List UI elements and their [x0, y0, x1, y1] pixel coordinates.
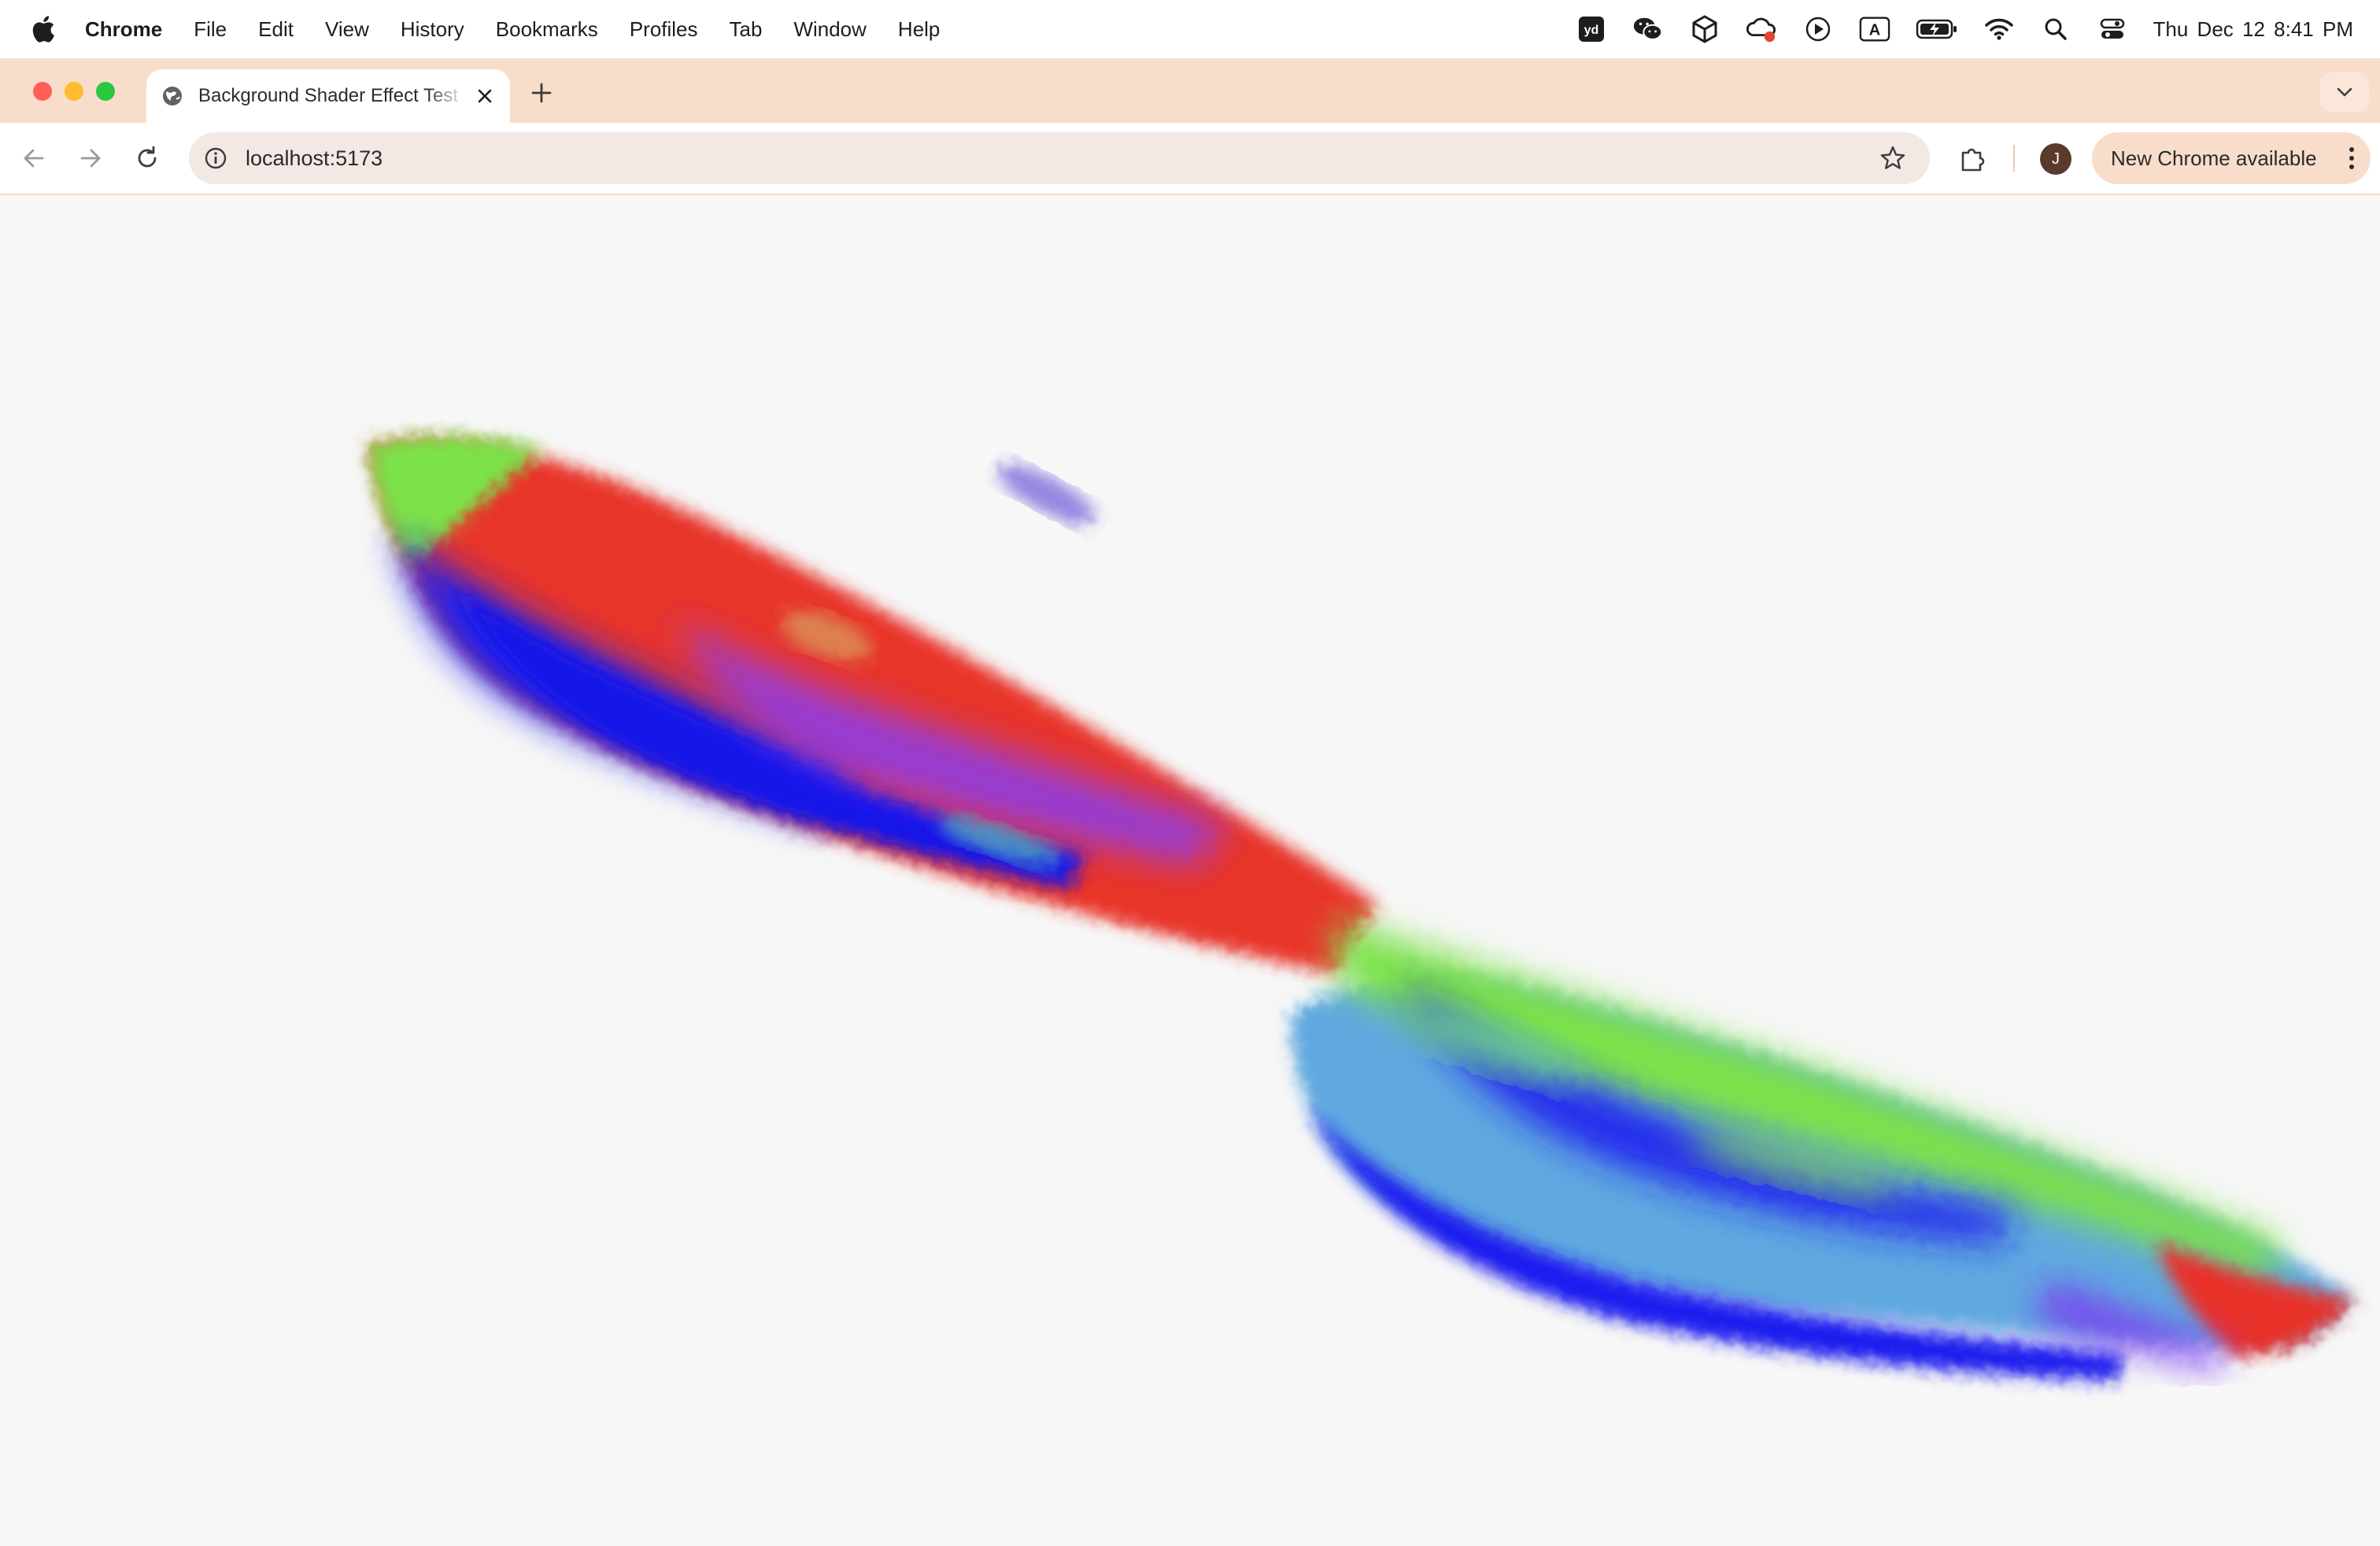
window-minimize-button[interactable] — [65, 82, 83, 101]
reload-icon[interactable] — [132, 143, 162, 173]
url-text[interactable]: localhost:5173 — [246, 146, 383, 170]
menu-help[interactable]: Help — [897, 17, 941, 41]
new-chrome-available-button[interactable]: New Chrome available — [2092, 132, 2371, 184]
apple-logo-icon[interactable] — [31, 15, 55, 43]
wechat-icon[interactable] — [1632, 13, 1664, 45]
menu-bookmarks[interactable]: Bookmarks — [495, 17, 598, 41]
window-zoom-button[interactable] — [96, 82, 115, 101]
creative-cloud-icon[interactable] — [1746, 13, 1777, 45]
youdao-dict-icon[interactable]: yd — [1576, 13, 1607, 45]
tab-title: Background Shader Effect Test — [198, 85, 458, 106]
wifi-icon[interactable] — [1983, 13, 2015, 45]
menu-app-name[interactable]: Chrome — [85, 17, 163, 41]
more-vertical-icon[interactable] — [2347, 145, 2356, 172]
window-close-button[interactable] — [33, 82, 52, 101]
spotlight-search-icon[interactable] — [2040, 13, 2071, 45]
forward-arrow-icon[interactable] — [76, 143, 105, 173]
tab-strip: Background Shader Effect Test — [0, 58, 2380, 123]
menu-history[interactable]: History — [400, 17, 464, 41]
menu-window[interactable]: Window — [793, 17, 867, 41]
shader-canvas[interactable] — [0, 195, 2380, 1546]
globe-icon — [163, 87, 182, 105]
update-label: New Chrome available — [2111, 146, 2317, 170]
shader-shape-upper-wing — [368, 435, 1377, 975]
battery-charging-icon[interactable] — [1916, 13, 1958, 45]
menu-edit[interactable]: Edit — [258, 17, 294, 41]
profile-avatar[interactable]: J — [2040, 143, 2071, 175]
new-tab-plus-icon[interactable] — [529, 80, 554, 105]
close-icon[interactable] — [474, 85, 496, 107]
toolbar-divider — [2013, 145, 2015, 172]
site-info-icon[interactable] — [203, 146, 228, 171]
unity-icon[interactable] — [1689, 13, 1720, 45]
youdao-label: yd — [1584, 24, 1598, 37]
avatar-initial: J — [2052, 150, 2060, 168]
tab-search-button[interactable] — [2320, 72, 2369, 112]
tab-active[interactable]: Background Shader Effect Test — [146, 69, 510, 123]
bookmark-star-icon[interactable] — [1879, 145, 1906, 172]
input-method-label: A — [1868, 22, 1879, 39]
menu-bar-clock[interactable]: Thu Dec 12 8:41 PM — [2153, 17, 2353, 41]
menu-view[interactable]: View — [324, 17, 369, 41]
back-arrow-icon[interactable] — [19, 143, 49, 173]
control-center-icon[interactable] — [2097, 13, 2128, 45]
page-viewport — [0, 195, 2380, 1546]
browser-toolbar: localhost:5173 J New Chrome available — [0, 123, 2380, 195]
macos-menu-bar: Chrome File Edit View History Bookmarks … — [0, 0, 2380, 58]
extensions-puzzle-icon[interactable] — [1957, 143, 1988, 175]
menu-tab[interactable]: Tab — [729, 17, 763, 41]
menu-profiles[interactable]: Profiles — [629, 17, 698, 41]
address-bar[interactable]: localhost:5173 — [189, 132, 1930, 184]
play-icon[interactable] — [1802, 13, 1834, 45]
menu-bar-tray: yd A Thu Dec 12 8:41 PM — [1550, 13, 2353, 45]
input-method-icon[interactable]: A — [1859, 13, 1890, 45]
chevron-down-icon — [2337, 87, 2352, 97]
menu-file[interactable]: File — [194, 17, 227, 41]
shader-shape-lower-wing — [1291, 919, 2353, 1381]
